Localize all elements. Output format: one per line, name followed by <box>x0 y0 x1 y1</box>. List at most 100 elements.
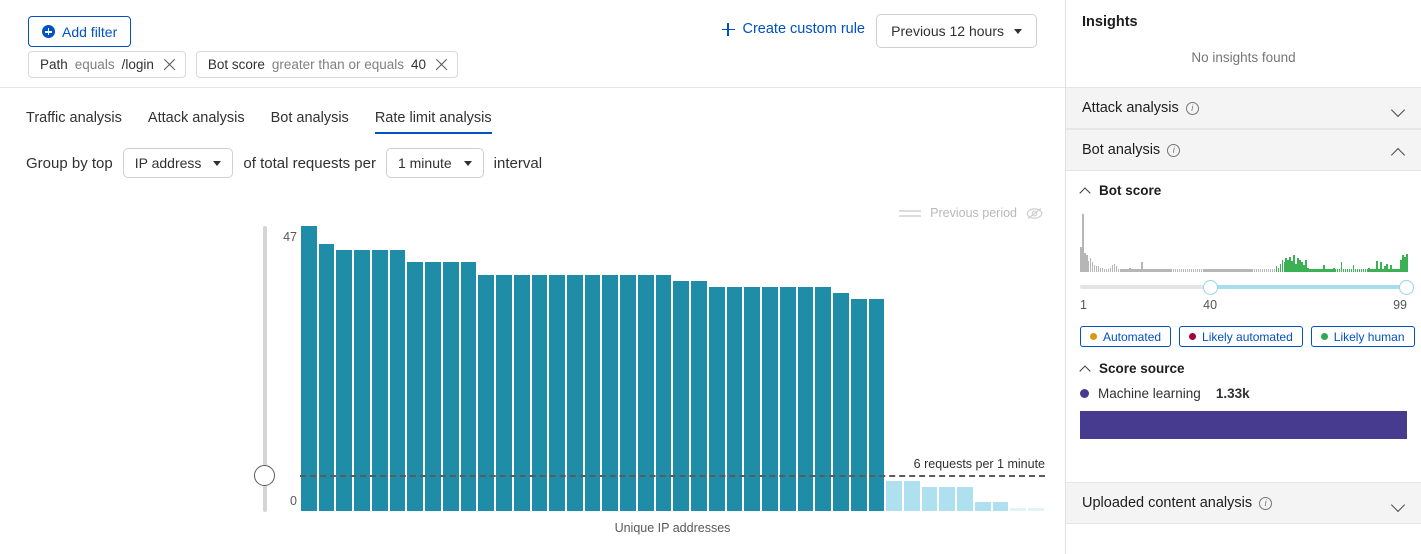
score-source-label: Machine learning <box>1098 386 1201 401</box>
bar[interactable] <box>317 244 336 511</box>
add-filter-button[interactable]: Add filter <box>28 16 132 47</box>
histogram-bar <box>1299 259 1301 272</box>
tab-rate-limit-analysis[interactable]: Rate limit analysis <box>374 110 492 134</box>
bar[interactable] <box>424 262 442 511</box>
bar[interactable] <box>636 274 655 511</box>
bar[interactable] <box>973 501 992 511</box>
badge-automated[interactable]: Automated <box>1080 326 1172 347</box>
bar[interactable] <box>566 274 584 511</box>
create-custom-rule-button[interactable]: Create custom rule <box>721 21 866 37</box>
histogram-bar <box>1319 269 1321 272</box>
info-icon[interactable]: i <box>1167 143 1181 157</box>
eye-off-icon[interactable] <box>1026 207 1043 220</box>
bar[interactable] <box>335 250 354 511</box>
chip-operator: equals <box>74 57 115 72</box>
tab-bot-analysis[interactable]: Bot analysis <box>270 110 349 126</box>
bar[interactable] <box>938 486 957 511</box>
previous-period-legend[interactable]: Previous period <box>899 206 1043 220</box>
histogram-bar <box>1123 269 1126 272</box>
bar[interactable] <box>353 250 371 511</box>
bot-score-title: Bot score <box>1099 183 1162 198</box>
bot-score-range-slider[interactable] <box>1080 278 1414 296</box>
bar[interactable] <box>512 274 531 511</box>
bar[interactable] <box>495 274 513 511</box>
histogram-bar <box>1277 267 1280 272</box>
chevron-down-icon[interactable] <box>1392 102 1405 115</box>
insights-empty-text: No insights found <box>1191 50 1296 65</box>
histogram-bar <box>1273 269 1276 272</box>
bar[interactable] <box>761 286 779 511</box>
bar[interactable] <box>849 298 868 511</box>
bar[interactable] <box>388 250 407 511</box>
bar[interactable] <box>796 286 815 511</box>
close-icon[interactable] <box>435 58 448 71</box>
bar[interactable] <box>778 286 797 511</box>
bar[interactable] <box>885 480 903 511</box>
bar[interactable] <box>956 486 974 511</box>
interval-select[interactable]: 1 minute <box>385 148 484 178</box>
bar[interactable] <box>530 274 549 511</box>
status-dot <box>1090 333 1097 340</box>
bar[interactable] <box>902 480 921 511</box>
chevron-up-icon[interactable] <box>1392 144 1405 157</box>
histogram-bar <box>1305 259 1307 272</box>
bar[interactable] <box>707 286 726 511</box>
bar[interactable] <box>548 274 567 511</box>
bar[interactable] <box>619 274 637 511</box>
filter-chip-bot-score[interactable]: Bot score greater than or equals 40 <box>195 51 459 78</box>
bar[interactable] <box>370 250 389 511</box>
histogram-bar <box>1238 269 1240 272</box>
tab-traffic-analysis[interactable]: Traffic analysis <box>26 110 122 126</box>
histogram-bar <box>1214 269 1216 272</box>
badge-likely-automated[interactable]: Likely automated <box>1179 326 1303 347</box>
range-handle-low[interactable] <box>1203 280 1219 295</box>
bar[interactable] <box>601 274 620 511</box>
dimension-select[interactable]: IP address <box>122 148 234 178</box>
bar[interactable] <box>672 280 691 511</box>
create-custom-rule-label: Create custom rule <box>742 21 866 37</box>
bar[interactable] <box>1009 507 1028 511</box>
bar[interactable] <box>725 286 744 511</box>
threshold-slider[interactable] <box>254 226 275 512</box>
bar[interactable] <box>832 292 850 511</box>
histogram-bar <box>1386 263 1388 272</box>
accordion-attack-analysis-label-wrap: Attack analysis i <box>1082 100 1199 116</box>
range-handle-high[interactable] <box>1399 280 1414 295</box>
info-icon[interactable]: i <box>1259 496 1273 510</box>
info-icon[interactable]: i <box>1185 101 1199 115</box>
accordion-attack-analysis[interactable]: Attack analysis i <box>1066 87 1421 129</box>
bar[interactable] <box>406 262 425 511</box>
accordion-bot-analysis[interactable]: Bot analysis i <box>1066 129 1421 171</box>
badge-likely-human[interactable]: Likely human <box>1310 326 1415 347</box>
histogram-bar <box>1293 255 1295 272</box>
bar[interactable] <box>300 226 318 511</box>
bar[interactable] <box>1027 507 1045 511</box>
histogram-bar <box>1117 269 1120 272</box>
filter-chip-list: Path equals /login Bot score greater tha… <box>28 51 459 78</box>
bar[interactable] <box>441 262 460 511</box>
filter-chip-path[interactable]: Path equals /login <box>28 51 186 78</box>
histogram-bar <box>1315 269 1317 272</box>
close-icon[interactable] <box>163 58 176 71</box>
bar[interactable] <box>583 274 602 511</box>
bar[interactable] <box>654 274 673 511</box>
bar[interactable] <box>920 486 939 511</box>
tab-attack-analysis[interactable]: Attack analysis <box>147 110 245 126</box>
bar[interactable] <box>690 280 708 511</box>
chevron-down-icon[interactable] <box>1392 497 1405 510</box>
threshold-slider-handle[interactable] <box>254 464 275 486</box>
score-source-value: 1.33k <box>1215 386 1250 401</box>
bar[interactable] <box>743 286 762 511</box>
histogram-bar <box>1404 256 1406 272</box>
accordion-uploaded-content-analysis[interactable]: Uploaded content analysis i <box>1066 482 1421 524</box>
bot-score-section-header[interactable]: Bot score <box>1066 171 1421 198</box>
bar[interactable] <box>867 298 886 511</box>
bar[interactable] <box>477 274 496 511</box>
histogram-bar <box>1212 269 1214 272</box>
histogram-bar <box>1087 260 1090 272</box>
bar[interactable] <box>459 262 478 511</box>
score-source-section-header[interactable]: Score source <box>1066 347 1421 376</box>
bar[interactable] <box>991 501 1010 511</box>
bar[interactable] <box>814 286 833 511</box>
time-range-select[interactable]: Previous 12 hours <box>876 14 1037 48</box>
